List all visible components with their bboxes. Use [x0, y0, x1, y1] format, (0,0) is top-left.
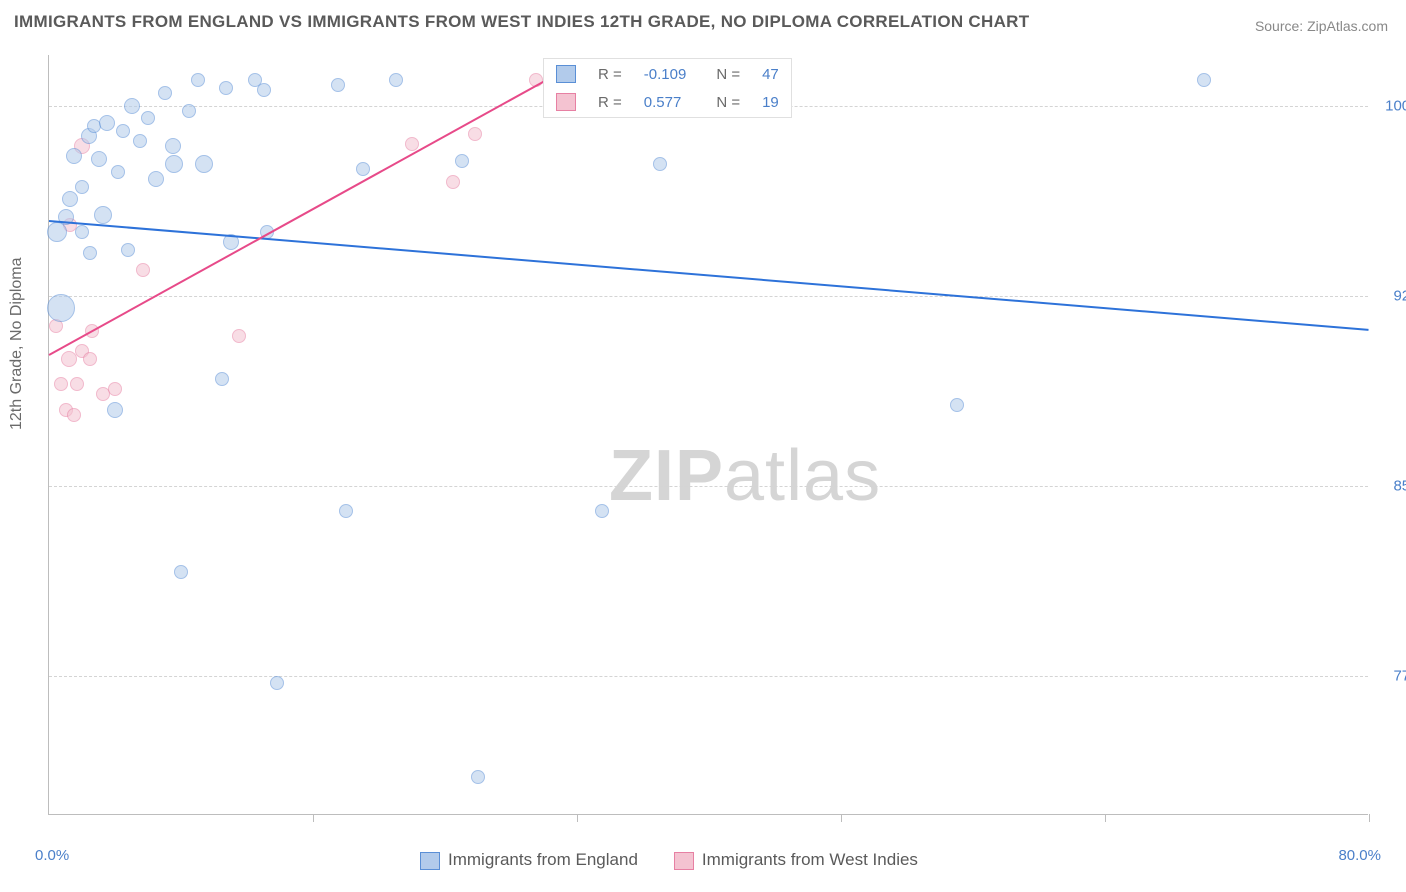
- scatter-point: [75, 180, 89, 194]
- legend-swatch: [556, 65, 576, 83]
- x-tick: [1105, 814, 1106, 822]
- scatter-point: [108, 382, 122, 396]
- scatter-point: [339, 504, 353, 518]
- scatter-point: [75, 225, 89, 239]
- scatter-point: [99, 115, 115, 131]
- scatter-point: [174, 565, 188, 579]
- scatter-point: [107, 402, 123, 418]
- scatter-point: [257, 83, 271, 97]
- y-tick-label: 77.5%: [1376, 667, 1406, 684]
- scatter-point: [158, 86, 172, 100]
- scatter-point: [66, 148, 82, 164]
- scatter-point: [182, 104, 196, 118]
- x-axis-start-label: 0.0%: [35, 847, 69, 864]
- x-tick: [577, 814, 578, 822]
- scatter-point: [446, 175, 460, 189]
- gridline: [49, 676, 1368, 677]
- scatter-point: [165, 155, 183, 173]
- scatter-point: [219, 81, 233, 95]
- legend-r-value: -0.109: [634, 61, 697, 87]
- scatter-point: [47, 294, 75, 322]
- legend-item: Immigrants from West Indies: [674, 850, 918, 870]
- legend-n-label: N =: [698, 61, 750, 87]
- scatter-point: [232, 329, 246, 343]
- scatter-point: [83, 352, 97, 366]
- scatter-point: [191, 73, 205, 87]
- scatter-point: [133, 134, 147, 148]
- scatter-point: [195, 155, 213, 173]
- trendline-westindies: [49, 80, 545, 355]
- source-attribution: Source: ZipAtlas.com: [1255, 18, 1388, 34]
- scatter-point: [471, 770, 485, 784]
- scatter-point: [356, 162, 370, 176]
- scatter-point: [141, 111, 155, 125]
- scatter-point: [47, 222, 67, 242]
- gridline: [49, 486, 1368, 487]
- scatter-point: [270, 676, 284, 690]
- scatter-point: [405, 137, 419, 151]
- legend-r-label: R =: [588, 61, 632, 87]
- chart-title: IMMIGRANTS FROM ENGLAND VS IMMIGRANTS FR…: [14, 12, 1029, 32]
- scatter-point: [148, 171, 164, 187]
- scatter-point: [331, 78, 345, 92]
- y-axis-label: 12th Grade, No Diploma: [8, 257, 26, 430]
- scatter-point: [121, 243, 135, 257]
- scatter-point: [165, 138, 181, 154]
- legend-n-label: N =: [698, 89, 750, 115]
- scatter-point: [94, 206, 112, 224]
- x-axis-end-label: 80.0%: [1338, 847, 1381, 864]
- y-tick-label: 85.0%: [1376, 477, 1406, 494]
- scatter-point: [62, 191, 78, 207]
- x-tick: [313, 814, 314, 822]
- legend-n-value: 19: [752, 89, 789, 115]
- legend-bottom: Immigrants from England Immigrants from W…: [420, 850, 954, 870]
- scatter-point: [1197, 73, 1211, 87]
- scatter-point: [653, 157, 667, 171]
- scatter-point: [70, 377, 84, 391]
- scatter-point: [54, 377, 68, 391]
- legend-r-value: 0.577: [634, 89, 697, 115]
- gridline: [49, 296, 1368, 297]
- y-tick-label: 100.0%: [1376, 97, 1406, 114]
- scatter-point: [67, 408, 81, 422]
- x-tick: [841, 814, 842, 822]
- legend-label: Immigrants from England: [448, 850, 638, 869]
- trendline-england: [49, 220, 1369, 331]
- scatter-point: [124, 98, 140, 114]
- scatter-point: [215, 372, 229, 386]
- watermark-text: ZIPatlas: [609, 435, 881, 517]
- correlation-legend-box: R =-0.109N =47 R =0.577N =19: [543, 58, 792, 118]
- scatter-point: [83, 246, 97, 260]
- scatter-point: [389, 73, 403, 87]
- legend-swatch: [420, 852, 440, 870]
- legend-r-label: R =: [588, 89, 632, 115]
- scatter-point: [950, 398, 964, 412]
- scatter-point: [136, 263, 150, 277]
- x-tick: [1369, 814, 1370, 822]
- legend-n-value: 47: [752, 61, 789, 87]
- scatter-point: [595, 504, 609, 518]
- legend-label: Immigrants from West Indies: [702, 850, 918, 869]
- y-tick-label: 92.5%: [1376, 287, 1406, 304]
- scatter-point: [91, 151, 107, 167]
- scatter-point: [116, 124, 130, 138]
- legend-swatch: [674, 852, 694, 870]
- legend-item: Immigrants from England: [420, 850, 638, 870]
- scatter-plot-area: ZIPatlas 77.5%85.0%92.5%100.0%: [48, 55, 1368, 815]
- scatter-point: [455, 154, 469, 168]
- legend-swatch: [556, 93, 576, 111]
- scatter-point: [468, 127, 482, 141]
- scatter-point: [111, 165, 125, 179]
